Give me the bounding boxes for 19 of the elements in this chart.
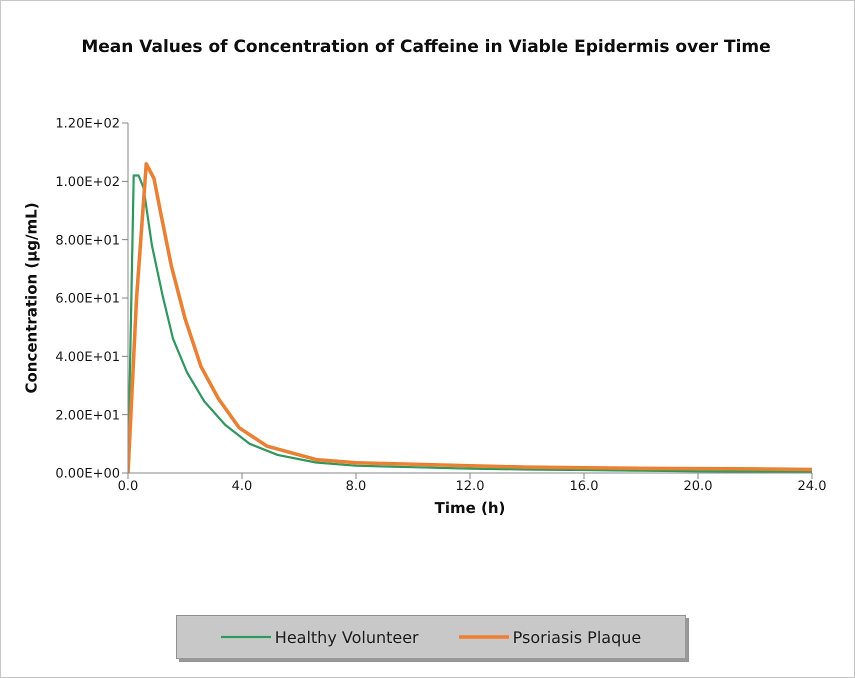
y-tick-label: 1.20E+02 — [55, 116, 120, 132]
x-tick-label: 16.0 — [570, 479, 598, 494]
chart-title: Mean Values of Concentration of Caffeine in Viable Epidermis over Time — [81, 36, 771, 59]
x-tick-label: 12.0 — [456, 479, 484, 494]
x-tick-label: 24.0 — [798, 479, 826, 494]
legend-label: Psoriasis Plaque — [512, 628, 642, 646]
y-tick-label: 8.00E+01 — [55, 233, 120, 248]
y-tick-label: 0.00E+00 — [55, 466, 120, 482]
legend-label: Healthy Volunteer — [274, 628, 419, 646]
y-tick-label: 1.00E+02 — [55, 174, 120, 190]
x-axis-title: Time (h) — [434, 499, 506, 517]
y-axis-title: Concentration (µg/mL) — [22, 202, 40, 394]
y-tick-label: 4.00E+01 — [55, 350, 120, 365]
y-tick-label: 6.00E+01 — [55, 292, 120, 307]
x-tick-label: 20.0 — [684, 479, 712, 494]
y-tick-label: 2.00E+01 — [55, 408, 120, 424]
x-tick-label: 0.0 — [118, 479, 138, 494]
x-tick-label: 4.0 — [232, 479, 252, 494]
x-tick-label: 8.0 — [346, 479, 366, 494]
